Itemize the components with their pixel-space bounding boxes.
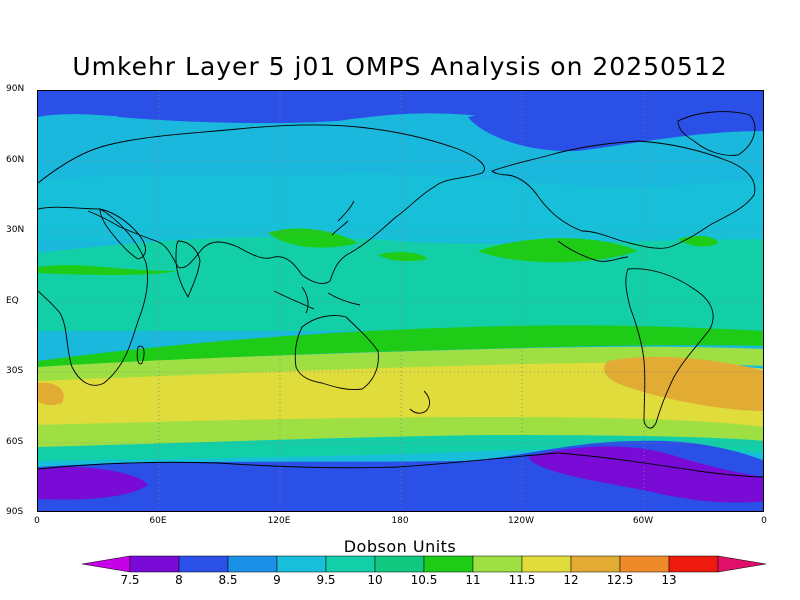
lat-label-30s: 30S xyxy=(6,366,24,376)
colorbar-label: 12 xyxy=(563,573,579,587)
lon-label-120e: 120E xyxy=(267,516,291,526)
ozone-map[interactable] xyxy=(37,90,764,512)
lat-label-90n: 90N xyxy=(6,84,25,94)
lon-label-60w: 60W xyxy=(632,516,654,526)
lon-label-60e: 60E xyxy=(149,516,167,526)
colorbar-label: 10.5 xyxy=(410,573,438,587)
lon-label-0-east: 0 xyxy=(761,516,767,526)
colorbar-segment xyxy=(325,555,376,573)
colorbar-segment xyxy=(227,555,278,573)
colorbar-segment xyxy=(521,555,572,573)
colorbar-segment xyxy=(570,555,621,573)
colorbar-label: 11 xyxy=(465,573,481,587)
colorbar-segment xyxy=(423,555,474,573)
lat-label-30n: 30N xyxy=(6,225,25,235)
lat-label-eq: EQ xyxy=(6,296,19,306)
map-title: Umkehr Layer 5 j01 OMPS Analysis on 2025… xyxy=(72,52,728,81)
colorbar-title: Dobson Units xyxy=(343,537,457,556)
colorbar-label: 7.5 xyxy=(120,573,140,587)
colorbar xyxy=(81,555,767,573)
colorbar-label: 13 xyxy=(661,573,677,587)
colorbar-segment xyxy=(619,555,670,573)
colorbar-label: 12.5 xyxy=(606,573,634,587)
colorbar-segment xyxy=(374,555,425,573)
colorbar-arrow-high xyxy=(717,555,767,573)
colorbar-label: 9 xyxy=(273,573,281,587)
colorbar-segment xyxy=(668,555,719,573)
colorbar-segment xyxy=(178,555,229,573)
colorbar-label: 8 xyxy=(175,573,183,587)
colorbar-segment xyxy=(276,555,327,573)
lon-label-0: 0 xyxy=(34,516,40,526)
colorbar-segment xyxy=(472,555,523,573)
lon-label-120w: 120W xyxy=(507,516,535,526)
lat-label-60s: 60S xyxy=(6,437,24,447)
colorbar-label: 10 xyxy=(367,573,383,587)
coastlines xyxy=(38,111,763,478)
lat-label-60n: 60N xyxy=(6,155,25,165)
colorbar-label: 11.5 xyxy=(508,573,536,587)
colorbar-segment xyxy=(129,555,180,573)
lat-label-90s: 90S xyxy=(6,507,24,517)
lon-label-180: 180 xyxy=(391,516,409,526)
ozone-contour-field xyxy=(38,91,763,511)
colorbar-label: 8.5 xyxy=(218,573,238,587)
colorbar-label: 9.5 xyxy=(316,573,336,587)
colorbar-arrow-low xyxy=(81,555,131,573)
